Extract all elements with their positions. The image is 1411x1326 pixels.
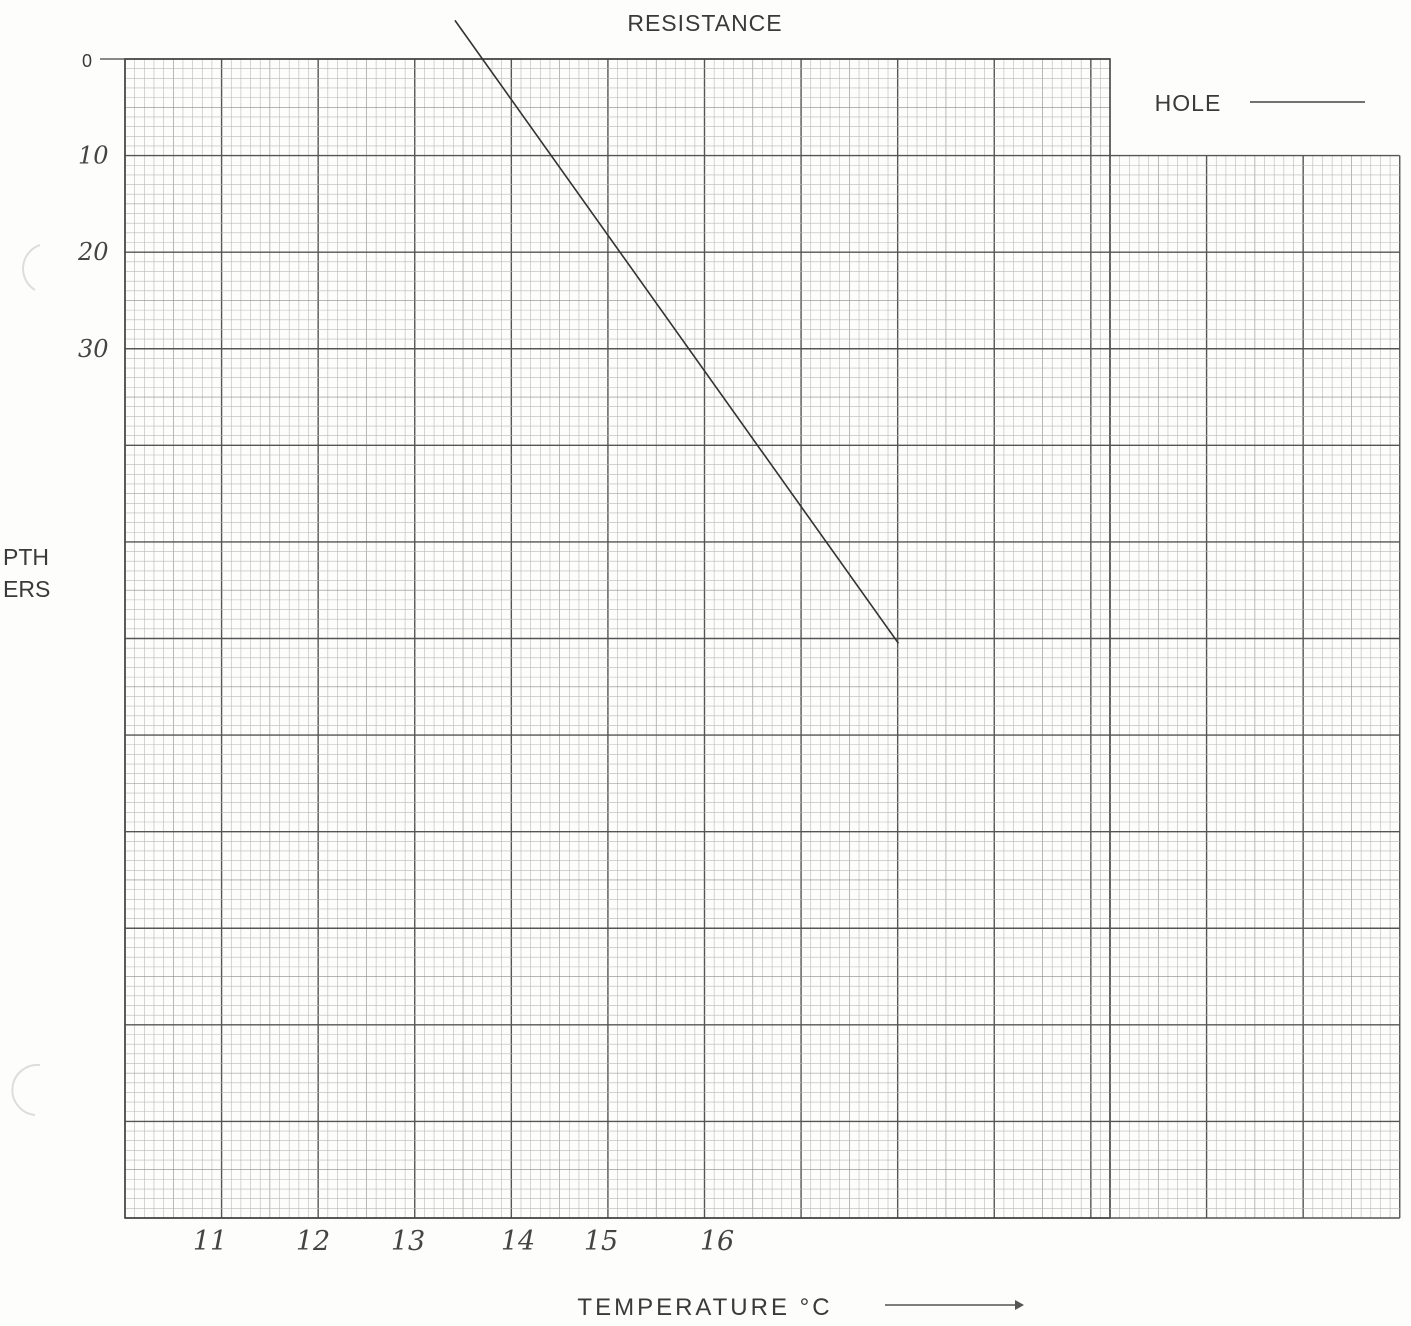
x-axis-arrow bbox=[885, 1300, 1024, 1310]
y-tick-labels: 0 10 20 30 bbox=[77, 51, 109, 363]
x-tick-label-16: 16 bbox=[700, 1226, 734, 1257]
x-tick-labels: 11 12 13 14 15 16 bbox=[193, 1226, 734, 1257]
x-tick-label-14: 14 bbox=[501, 1226, 535, 1257]
x-tick-label-15: 15 bbox=[584, 1226, 618, 1257]
top-label: RESISTANCE bbox=[627, 10, 782, 36]
y-axis-label-line-2: ERS bbox=[3, 576, 50, 602]
y-tick-label-20: 20 bbox=[77, 238, 109, 266]
series-line-0 bbox=[454, 19, 900, 644]
graph-paper-grid-extension bbox=[1109, 154, 1401, 1219]
x-tick-label-11: 11 bbox=[193, 1226, 227, 1257]
y-tick-label-30: 30 bbox=[78, 335, 109, 363]
graph-paper-grid bbox=[100, 58, 1111, 1219]
binder-hole-marks bbox=[11, 244, 41, 1116]
series-layer bbox=[454, 19, 900, 644]
y-tick-label-10: 10 bbox=[78, 142, 109, 170]
x-tick-label-12: 12 bbox=[296, 1226, 330, 1257]
x-tick-label-13: 13 bbox=[391, 1226, 425, 1257]
right-label: HOLE bbox=[1155, 90, 1222, 116]
x-axis-label: TEMPERATURE °C bbox=[577, 1294, 832, 1321]
y-axis-label-line-1: PTH bbox=[3, 544, 49, 570]
y-tick-label-0: 0 bbox=[82, 51, 92, 71]
